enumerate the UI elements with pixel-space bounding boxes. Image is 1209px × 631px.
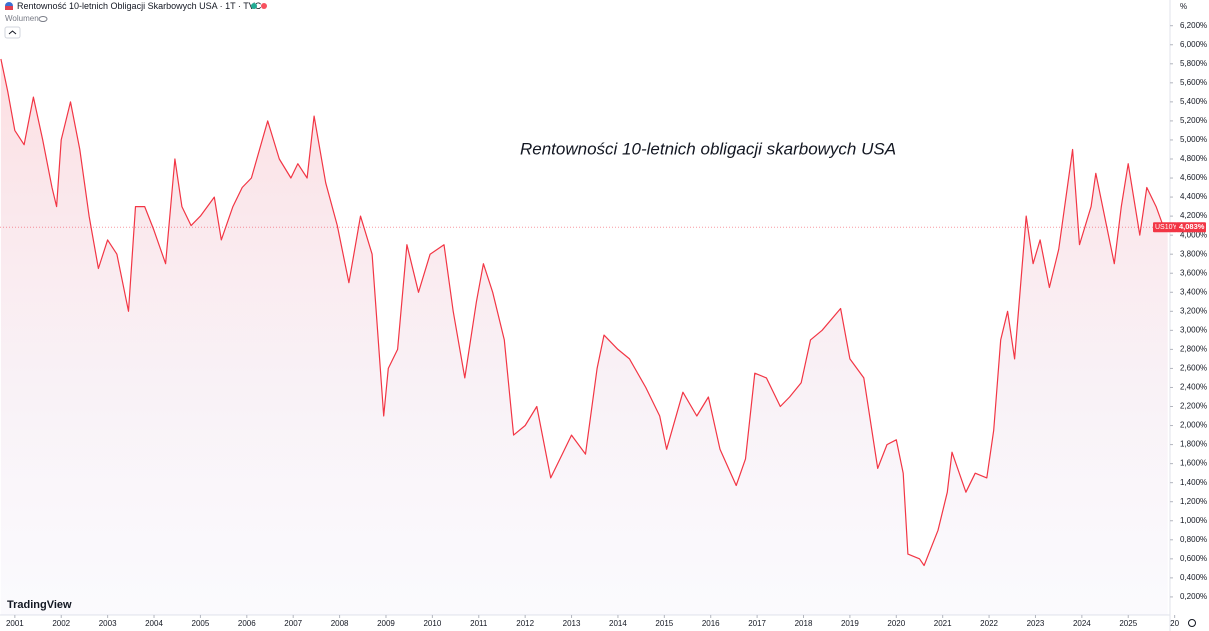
x-tick-label: 2013 [563,619,581,628]
y-tick-label: 2,200% [1180,402,1207,411]
y-tick-label: 1,600% [1180,459,1207,468]
y-tick-label: 0,800% [1180,535,1207,544]
y-tick-label: 2,800% [1180,344,1207,353]
x-tick-label: 2006 [238,619,256,628]
y-tick-label: 4,400% [1180,192,1207,201]
x-tick-label: 2016 [702,619,720,628]
y-tick-label: 2,600% [1180,364,1207,373]
price-line [0,58,1168,567]
x-tick-label: 2020 [887,619,905,628]
x-tick-label: 20 [1170,619,1179,628]
annotation: Rentowności 10-letnich obligacji skarbow… [520,139,896,158]
x-tick-label: 2018 [795,619,813,628]
y-tick-label: 0,200% [1180,592,1207,601]
volume-label[interactable]: Wolumen [5,14,39,23]
y-tick-label: 4,600% [1180,173,1207,182]
x-tick-label: 2012 [516,619,534,628]
y-tick-label: 2,000% [1180,421,1207,430]
y-tick-label: 3,200% [1180,306,1207,315]
flag-icon [5,6,13,10]
y-tick-label: 5,600% [1180,78,1207,87]
x-tick-label: 2024 [1073,619,1091,628]
status-dot [261,3,267,9]
x-tick-label: 2015 [655,619,673,628]
y-tick-label: 3,400% [1180,287,1207,296]
x-tick-label: 2004 [145,619,163,628]
x-tick-label: 2002 [52,619,70,628]
y-tick-label: 6,200% [1180,21,1207,30]
y-tick-label: 5,400% [1180,97,1207,106]
x-tick-label: 2011 [470,619,488,628]
y-tick-label: 5,000% [1180,135,1207,144]
x-tick-label: 2019 [841,619,859,628]
y-tick-label: 1,000% [1180,516,1207,525]
y-tick-label: 3,600% [1180,268,1207,277]
y-tick-label: 5,800% [1180,59,1207,68]
chevron-icon [8,30,17,35]
x-tick-label: 2009 [377,619,395,628]
x-tick-label: 2021 [934,619,952,628]
y-tick-label: 5,200% [1180,116,1207,125]
y-tick-label: 1,400% [1180,478,1207,487]
y-tick-label: 1,800% [1180,440,1207,449]
y-tick-label: 3,800% [1180,249,1207,258]
x-tick-label: 2008 [331,619,349,628]
collapse-button[interactable] [4,26,21,39]
x-tick-label: 2023 [1027,619,1045,628]
eye-icon[interactable] [38,16,48,22]
area-fill [0,59,1168,615]
x-tick-label: 2010 [423,619,441,628]
x-tick-label: 2014 [609,619,627,628]
x-tick-label: 2001 [6,619,24,628]
x-tick-label: 2017 [748,619,766,628]
x-tick-label: 2022 [980,619,998,628]
y-tick-label: 0,600% [1180,554,1207,563]
x-tick-label: 2007 [284,619,302,628]
symbol-badge [1153,222,1177,233]
x-tick-label: 2025 [1119,619,1137,628]
last-value-label: 4,083% [1179,222,1205,231]
plot-area [0,58,1168,615]
y-tick-label: 6,000% [1180,40,1207,49]
brand-logo[interactable]: TradingView [7,599,72,611]
y-tick-label: 4,800% [1180,154,1207,163]
symbol-label: US10Y [1155,224,1178,231]
x-tick-label: 2005 [192,619,210,628]
y-tick-label: 2,400% [1180,383,1207,392]
y-tick-label: 0,400% [1180,573,1207,582]
status-dot [251,3,257,9]
header-title: Rentowność 10-letnich Obligacji Skarbowy… [17,1,262,11]
x-tick-label: 2003 [99,619,117,628]
y-tick-label: 4,200% [1180,211,1207,220]
y-tick-label: 1,200% [1180,497,1207,506]
unit-label: % [1180,2,1187,11]
settings-icon[interactable] [1188,619,1196,627]
last-value-badge [1176,222,1206,233]
y-tick-label: 3,000% [1180,325,1207,334]
y-tick-label: 4,000% [1180,230,1207,239]
